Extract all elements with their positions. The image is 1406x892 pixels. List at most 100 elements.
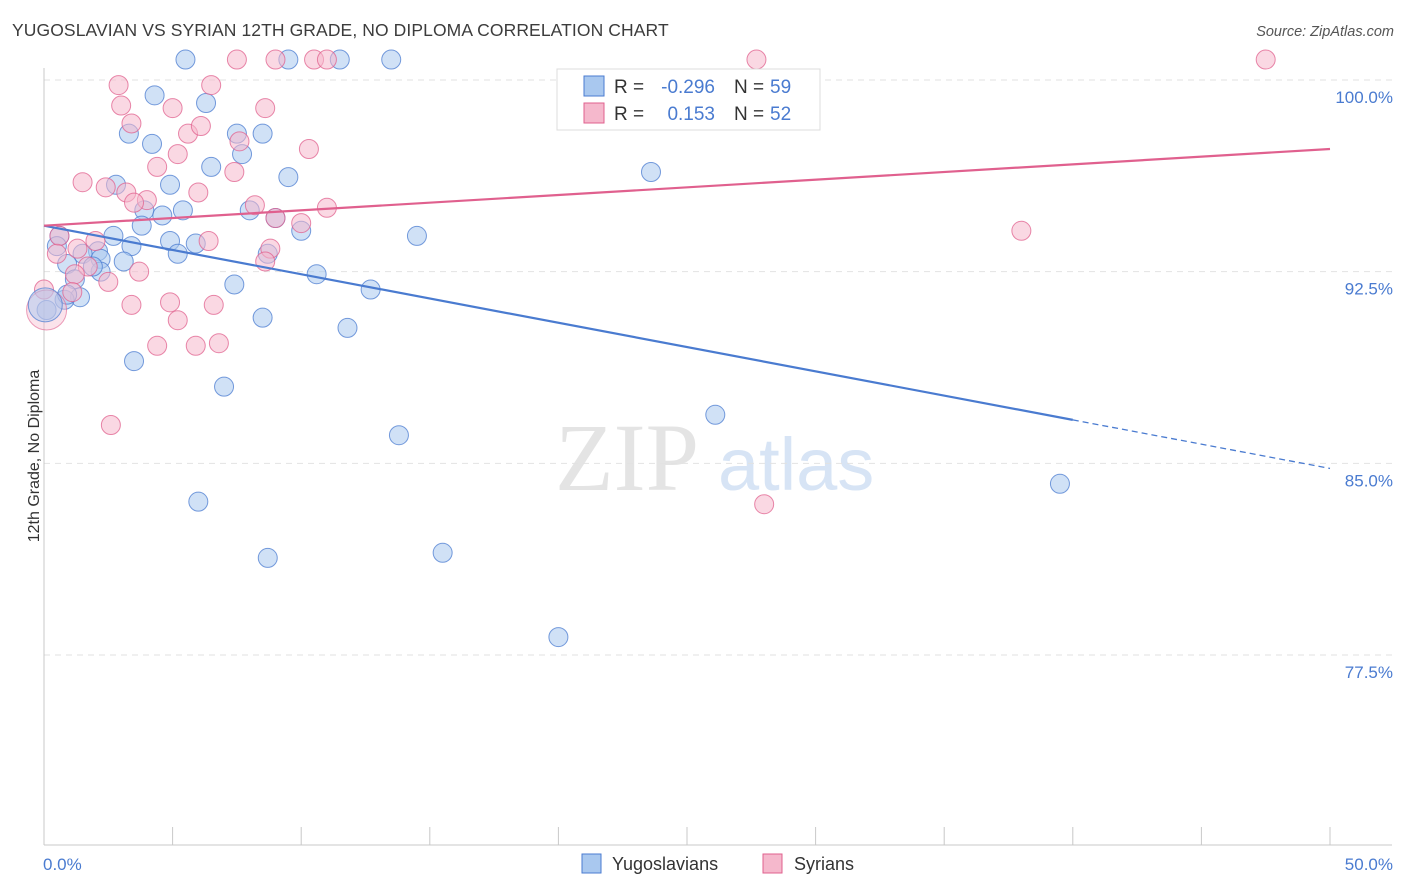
syrian-point-35 — [46, 243, 67, 264]
y-tick-label-2: 85.0% — [1345, 471, 1393, 490]
legend-n-value-1: 59 — [770, 77, 791, 98]
syrian-point-45 — [203, 294, 224, 315]
syrian-point-24 — [124, 192, 145, 213]
yugoslavian-point-25 — [103, 225, 124, 246]
syrian-point-49 — [185, 335, 206, 356]
syrian-point-9 — [162, 98, 183, 119]
syrian-point-51 — [754, 494, 775, 515]
y-axis-label: 12th Grade, No Diploma — [26, 370, 43, 543]
gridlines — [44, 79, 1392, 656]
syrian-point-33 — [198, 231, 219, 251]
yugoslavian-point-12 — [201, 156, 222, 177]
syrian-point-38 — [129, 261, 150, 282]
watermark-zip: ZIP — [555, 404, 699, 511]
syrian-point-13 — [190, 116, 211, 136]
x-ticks — [43, 827, 1331, 845]
syrian-point-43 — [121, 294, 142, 315]
yugoslavian-point-57 — [432, 542, 453, 563]
yugoslavian-point-44 — [224, 274, 245, 295]
syrian-point-6 — [108, 75, 129, 96]
syrian-point-11 — [121, 113, 142, 134]
yugoslavian-point-49 — [337, 317, 358, 338]
legend-n-label-2: N = — [734, 104, 764, 125]
syrian-point-39 — [64, 264, 85, 285]
syrian-point-8 — [111, 95, 132, 116]
legend-swatch-syrians — [583, 102, 605, 124]
syrian-point-29 — [1011, 220, 1032, 241]
yugoslavian-point-16 — [160, 174, 181, 195]
syrian-point-20 — [95, 177, 116, 198]
yugoslavian-trend-line — [43, 224, 1074, 421]
syrian-point-15 — [298, 139, 319, 159]
syrian-point-47 — [208, 333, 229, 354]
legend-swatch-yugoslavians — [583, 75, 605, 97]
syrian-point-40 — [98, 271, 119, 292]
legend-n-value-2: 52 — [770, 104, 791, 125]
yugoslavian-point-3 — [381, 49, 402, 70]
data-points — [26, 49, 1276, 648]
syrian-point-46 — [167, 310, 188, 331]
syrian-point-4 — [746, 49, 767, 70]
series-swatch-yugoslavians — [581, 853, 602, 874]
yugoslavian-point-6 — [196, 93, 217, 113]
yugoslavian-point-0 — [175, 49, 196, 70]
legend-r-label-2: R = — [614, 104, 644, 125]
syrian-point-14 — [229, 131, 250, 152]
syrian-trend-line — [43, 147, 1331, 227]
y-tick-label-3: 77.5% — [1345, 663, 1393, 682]
syrian-point-1 — [265, 49, 286, 70]
syrian-point-50 — [100, 415, 121, 435]
yugoslavian-point-41 — [306, 264, 327, 285]
syrian-point-42 — [62, 282, 83, 303]
series-legend: Yugoslavians Syrians — [581, 853, 854, 874]
x-tick-label-min: 0.0% — [43, 855, 82, 874]
syrian-point-3 — [316, 49, 337, 70]
correlation-legend: R = -0.296 N = 59 R = 0.153 N = 52 — [556, 68, 821, 131]
legend-r-value-1: -0.296 — [661, 77, 715, 98]
syrian-point-25 — [244, 195, 265, 216]
legend-r-label-1: R = — [614, 77, 644, 98]
syrian-point-28 — [291, 213, 312, 234]
chart-title: YUGOSLAVIAN VS SYRIAN 12TH GRADE, NO DIP… — [12, 20, 669, 40]
series-swatch-syrians — [762, 853, 783, 874]
syrian-point-16 — [167, 144, 188, 165]
syrian-point-5 — [1255, 49, 1276, 70]
syrian-point-0 — [226, 49, 247, 70]
syrian-point-21 — [188, 182, 209, 203]
yugoslavian-point-5 — [144, 85, 165, 106]
yugoslavian-point-18 — [172, 200, 193, 221]
y-tick-label-0: 100.0% — [1335, 88, 1393, 107]
yugoslavian-point-58 — [548, 627, 569, 648]
yugoslavian-point-9 — [252, 123, 273, 144]
yugoslavian-point-19 — [152, 205, 173, 226]
yugoslavian-point-50 — [124, 351, 145, 372]
syrian-point-7 — [201, 75, 222, 96]
y-tick-label-1: 92.5% — [1345, 280, 1393, 299]
legend-n-label-1: N = — [734, 77, 764, 98]
syrian-point-44 — [160, 292, 181, 313]
yugoslavian-point-54 — [1049, 473, 1070, 494]
yugoslavian-point-13 — [640, 162, 661, 182]
yugoslavian-point-27 — [406, 225, 427, 246]
syrian-point-48 — [147, 335, 168, 356]
yugoslavian-point-56 — [257, 547, 278, 568]
yugoslavian-trend-extension — [1072, 419, 1331, 470]
y-tick-labels: 100.0% 92.5% 85.0% 77.5% — [1335, 88, 1393, 682]
syrian-point-18 — [224, 162, 245, 182]
yugoslavian-cluster-point — [27, 287, 63, 323]
watermark-atlas: atlas — [718, 423, 874, 506]
series-label-syrians: Syrians — [794, 854, 854, 874]
yugoslavian-point-14 — [278, 167, 299, 188]
yugoslavian-point-51 — [214, 376, 235, 397]
yugoslavian-point-35 — [113, 251, 134, 272]
syrian-point-10 — [255, 98, 276, 119]
yugoslavian-point-52 — [705, 404, 726, 425]
source-credit: Source: ZipAtlas.com — [1256, 24, 1394, 40]
trend-lines — [43, 147, 1331, 470]
yugoslavian-point-36 — [167, 243, 188, 264]
syrian-point-19 — [72, 172, 93, 193]
series-label-yugoslavians: Yugoslavians — [612, 854, 718, 874]
yugoslavian-point-53 — [388, 425, 409, 446]
yugoslavian-point-10 — [142, 133, 163, 154]
